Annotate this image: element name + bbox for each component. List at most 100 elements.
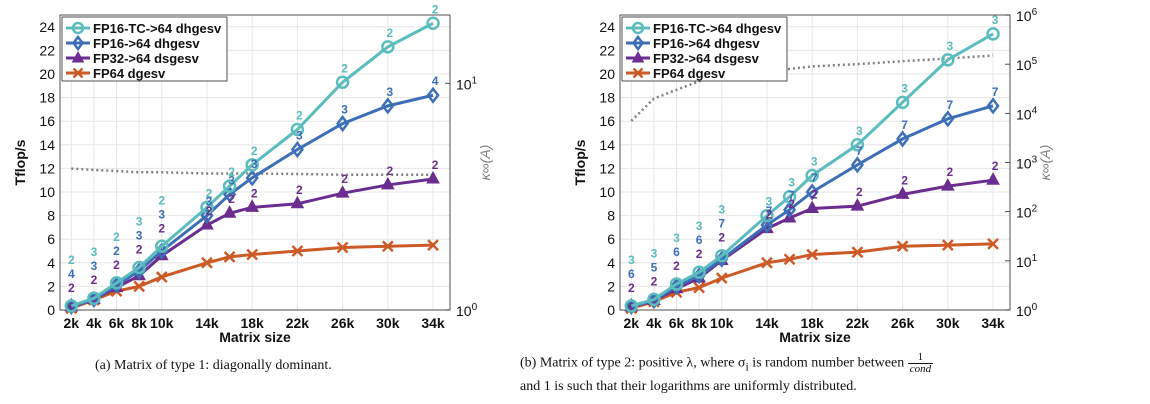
data-label: 3 — [673, 231, 680, 245]
data-point — [245, 199, 260, 212]
caption-b-line2: and 1 is such that their logarithms are … — [520, 378, 857, 394]
y2-tick-label: 100 — [1016, 302, 1038, 319]
data-label: 2 — [386, 26, 393, 40]
data-label: 3 — [296, 129, 303, 143]
legend-label: FP16->64 dhgesv — [93, 36, 200, 51]
data-point — [761, 256, 773, 269]
data-label: 3 — [788, 176, 795, 190]
data-label: 2 — [628, 281, 635, 295]
data-point — [850, 198, 865, 211]
data-label: 3 — [136, 229, 143, 243]
data-point — [426, 86, 440, 104]
y-tick-label: 0 — [47, 302, 55, 318]
data-point — [693, 281, 706, 294]
data-label: 2 — [251, 144, 258, 158]
data-label: 2 — [856, 185, 863, 199]
data-label: 3 — [136, 215, 143, 229]
data-point — [132, 260, 146, 275]
y-tick-label: 6 — [607, 231, 615, 247]
kappa-line — [71, 167, 434, 176]
caption-b-text: (b) Matrix of type 2: positive λ, where … — [520, 355, 746, 371]
data-label: 2 — [68, 253, 75, 267]
data-point — [222, 185, 237, 203]
data-point — [87, 291, 101, 305]
data-label: 7 — [766, 204, 773, 218]
data-point — [850, 138, 865, 152]
data-point — [201, 256, 213, 269]
data-label: 2 — [113, 230, 120, 244]
data-label: 3 — [91, 259, 98, 273]
data-point — [782, 201, 797, 219]
y2-tick-label: 101 — [456, 75, 478, 92]
data-point — [986, 97, 1000, 115]
data-point — [222, 179, 237, 193]
data-label: 4 — [432, 74, 439, 88]
y-tick-label: 10 — [39, 184, 55, 200]
fraction-numerator: 1 — [907, 352, 934, 364]
data-label: 7 — [718, 217, 725, 231]
x-tick-label: 4k — [646, 315, 662, 331]
data-point — [336, 115, 350, 133]
caption-b-text-2: is random number between — [748, 355, 908, 371]
data-point — [760, 216, 774, 234]
plot-frame — [59, 14, 451, 311]
y2-tick-label: 106 — [1016, 7, 1038, 24]
data-point — [245, 158, 259, 172]
data-label: 3 — [251, 157, 258, 171]
data-point — [381, 40, 395, 54]
x-tick-label: 22k — [286, 315, 310, 331]
data-point — [896, 130, 910, 148]
data-label: 3 — [651, 246, 658, 260]
data-label: 2 — [341, 172, 348, 186]
data-point — [896, 240, 909, 253]
data-point — [200, 200, 214, 215]
data-point — [246, 248, 259, 261]
data-point — [669, 277, 684, 295]
data-point — [64, 299, 79, 313]
data-label: 7 — [788, 189, 795, 203]
y-tick-label: 6 — [47, 231, 55, 247]
data-label: 2 — [696, 247, 703, 261]
data-label: 7 — [856, 144, 863, 158]
y2-axis-label: κ∞(A) — [477, 145, 493, 181]
legend-marker — [631, 21, 645, 35]
data-label: 2 — [673, 259, 680, 273]
y-tick-label: 8 — [607, 208, 615, 224]
series-line — [630, 242, 994, 310]
data-label: 5 — [651, 260, 658, 274]
data-label: 3 — [766, 195, 773, 209]
data-label: 2 — [432, 2, 439, 16]
x-tick-label: 22k — [846, 315, 870, 331]
y-tick-label: 12 — [39, 160, 55, 176]
data-point — [940, 178, 955, 191]
data-label: 7 — [992, 85, 999, 99]
data-label: 7 — [901, 118, 908, 132]
legend-label: FP32->64 dsgesv — [93, 51, 200, 66]
data-label: 3 — [206, 195, 213, 209]
x-tick-label: 26k — [891, 315, 915, 331]
x-tick-label: 26k — [331, 315, 355, 331]
data-label: 3 — [946, 39, 953, 53]
data-label: 3 — [901, 81, 908, 95]
x-tick-label: 4k — [86, 315, 102, 331]
y-tick-label: 8 — [47, 208, 55, 224]
y2-tick-label: 103 — [1016, 155, 1038, 172]
data-label: 3 — [856, 124, 863, 138]
caption-b-sub: i — [745, 360, 749, 374]
x-tick-label: 8k — [691, 315, 707, 331]
x-tick-label: 10k — [150, 315, 174, 331]
data-label: 2 — [158, 193, 165, 207]
data-point — [941, 53, 955, 67]
y2-tick-label: 101 — [1016, 253, 1038, 270]
y-tick-label: 18 — [599, 90, 615, 106]
data-point — [133, 280, 146, 293]
x-tick-label: 14k — [755, 315, 779, 331]
data-point — [986, 172, 1000, 185]
data-label: 2 — [788, 197, 795, 211]
data-point — [335, 185, 350, 198]
data-point — [782, 189, 797, 204]
data-point — [245, 169, 259, 187]
caption-a: (a) Matrix of type 1: diagonally dominan… — [95, 358, 332, 373]
